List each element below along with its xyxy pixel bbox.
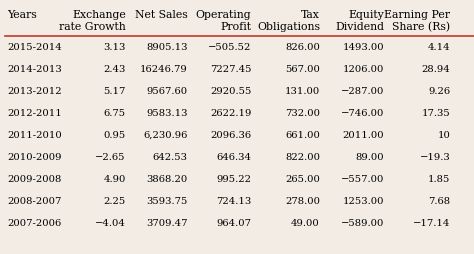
Text: 826.00: 826.00: [285, 43, 320, 52]
Text: −287.00: −287.00: [341, 87, 384, 96]
Text: −746.00: −746.00: [341, 109, 384, 118]
Text: 28.94: 28.94: [422, 65, 450, 74]
Text: 7227.45: 7227.45: [210, 65, 252, 74]
Text: 2096.36: 2096.36: [210, 131, 252, 140]
Text: 2011-2010: 2011-2010: [7, 131, 62, 140]
Text: 567.00: 567.00: [285, 65, 320, 74]
Text: −557.00: −557.00: [341, 175, 384, 184]
Text: 10: 10: [438, 131, 450, 140]
Text: 0.95: 0.95: [104, 131, 126, 140]
Text: 3.13: 3.13: [103, 43, 126, 52]
Text: −19.3: −19.3: [419, 153, 450, 162]
Text: 2008-2007: 2008-2007: [7, 197, 62, 206]
Text: 1253.00: 1253.00: [343, 197, 384, 206]
Text: 2.43: 2.43: [103, 65, 126, 74]
Text: 278.00: 278.00: [285, 197, 320, 206]
Text: 2.25: 2.25: [104, 197, 126, 206]
Text: 2012-2011: 2012-2011: [7, 109, 62, 118]
Text: 49.00: 49.00: [291, 219, 320, 228]
Text: 2007-2006: 2007-2006: [7, 219, 61, 228]
Text: 642.53: 642.53: [153, 153, 188, 162]
Text: 17.35: 17.35: [422, 109, 450, 118]
Text: 4.90: 4.90: [103, 175, 126, 184]
Text: 3868.20: 3868.20: [146, 175, 188, 184]
Text: −2.65: −2.65: [95, 153, 126, 162]
Text: 964.07: 964.07: [217, 219, 252, 228]
Text: 6,230.96: 6,230.96: [143, 131, 188, 140]
Text: 2013-2012: 2013-2012: [7, 87, 62, 96]
Text: 16246.79: 16246.79: [140, 65, 188, 74]
Text: 2920.55: 2920.55: [210, 87, 252, 96]
Text: 6.75: 6.75: [104, 109, 126, 118]
Text: 646.34: 646.34: [217, 153, 252, 162]
Text: Years: Years: [7, 10, 37, 20]
Text: 4.14: 4.14: [428, 43, 450, 52]
Text: 9.26: 9.26: [428, 87, 450, 96]
Text: 89.00: 89.00: [356, 153, 384, 162]
Text: 2015-2014: 2015-2014: [7, 43, 62, 52]
Text: Tax
Obligations: Tax Obligations: [257, 10, 320, 32]
Text: 2009-2008: 2009-2008: [7, 175, 62, 184]
Text: −505.52: −505.52: [208, 43, 252, 52]
Text: Equity
Dividend: Equity Dividend: [335, 10, 384, 32]
Text: 732.00: 732.00: [285, 109, 320, 118]
Text: 1493.00: 1493.00: [343, 43, 384, 52]
Text: 1.85: 1.85: [428, 175, 450, 184]
Text: 2010-2009: 2010-2009: [7, 153, 62, 162]
Text: 1206.00: 1206.00: [343, 65, 384, 74]
Text: 3709.47: 3709.47: [146, 219, 188, 228]
Text: 2014-2013: 2014-2013: [7, 65, 62, 74]
Text: 265.00: 265.00: [285, 175, 320, 184]
Text: 7.68: 7.68: [428, 197, 450, 206]
Text: 2011.00: 2011.00: [343, 131, 384, 140]
Text: 2622.19: 2622.19: [210, 109, 252, 118]
Text: −589.00: −589.00: [341, 219, 384, 228]
Text: 724.13: 724.13: [216, 197, 252, 206]
Text: −4.04: −4.04: [95, 219, 126, 228]
Text: Net Sales: Net Sales: [135, 10, 188, 20]
Text: 131.00: 131.00: [284, 87, 320, 96]
Text: Exchange
rate Growth: Exchange rate Growth: [59, 10, 126, 32]
Text: −17.14: −17.14: [413, 219, 450, 228]
Text: 822.00: 822.00: [285, 153, 320, 162]
Text: 9583.13: 9583.13: [146, 109, 188, 118]
Text: Operating
Profit: Operating Profit: [196, 10, 252, 32]
Text: 8905.13: 8905.13: [146, 43, 188, 52]
Text: Earning Per
Share (Rs): Earning Per Share (Rs): [384, 10, 450, 32]
Text: 3593.75: 3593.75: [146, 197, 188, 206]
Text: 995.22: 995.22: [217, 175, 252, 184]
Text: 5.17: 5.17: [103, 87, 126, 96]
Text: 661.00: 661.00: [285, 131, 320, 140]
Text: 9567.60: 9567.60: [146, 87, 188, 96]
